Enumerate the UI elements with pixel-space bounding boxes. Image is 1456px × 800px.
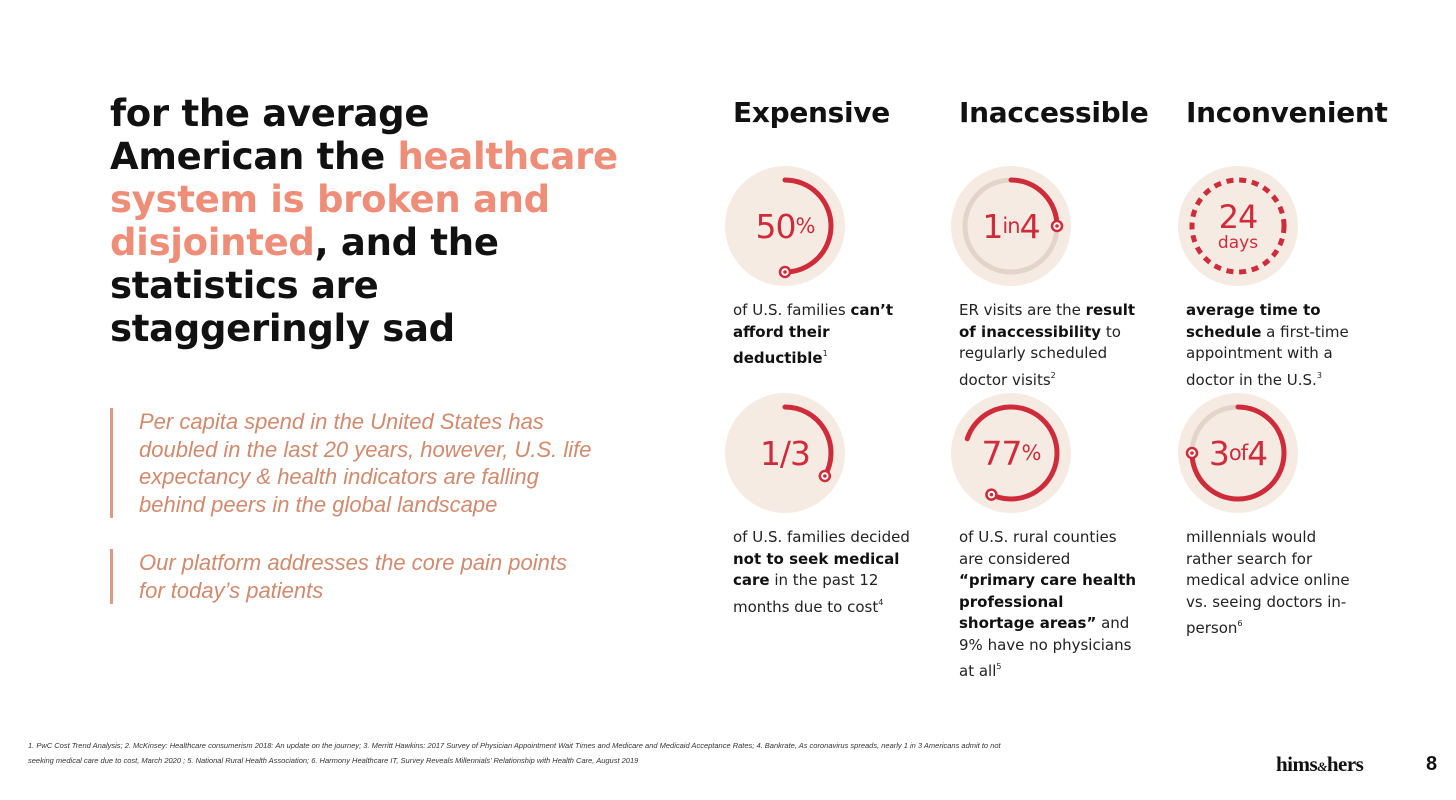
gauge-24-days: 24 days <box>1177 165 1299 287</box>
stat-3-of-4-description: millennials would rather search for medi… <box>1186 528 1350 637</box>
s2-progress-arc <box>1008 177 1060 229</box>
gauge-1-in-4-ring <box>951 166 1071 286</box>
headline-accent: healthcare system is broken and disjoint… <box>110 135 618 264</box>
gauge-1-in-4: 1 in 4 <box>950 165 1072 287</box>
brand-logo: hims&hers <box>1276 752 1364 776</box>
headline: for the average American the healthcare … <box>110 92 630 350</box>
column-header-expensive: Expensive <box>733 96 890 129</box>
s3-background-disc <box>1178 166 1298 286</box>
page-number: 8 <box>1426 753 1438 775</box>
gauge-50-percent: 50% <box>724 165 846 287</box>
s1-background-disc <box>725 166 845 286</box>
s1-progress-arc <box>782 177 834 275</box>
stat-24-days-description: average time to schedule a first-time ap… <box>1186 301 1349 389</box>
s5-background-disc <box>951 393 1071 513</box>
stat-50-description: of U.S. families can’t afford their dedu… <box>733 301 893 367</box>
column-header-inaccessible: Inaccessible <box>959 96 1149 129</box>
column-header-inconvenient: Inconvenient <box>1186 96 1388 129</box>
stat-50-percent: 50% <box>755 206 816 246</box>
stat-3-of-4: 3 of 4 <box>1208 433 1268 473</box>
gauge-77-ring <box>951 393 1071 513</box>
headline-part2: , and the statistics are staggeringly sa… <box>110 221 499 350</box>
s6-arc-endpoint-dot <box>1190 451 1194 455</box>
s5-progress-arc <box>964 404 1060 502</box>
s5-arc-endpoint-dot <box>989 492 994 497</box>
gauge-3-of-4: 3 of 4 <box>1177 392 1299 514</box>
stat-1-in-4-description: ER visits are the result of inaccessibil… <box>959 301 1136 389</box>
stat-1-in-4: 1 in 4 <box>982 206 1040 246</box>
s4-arc-endpoint-dot <box>823 474 827 478</box>
stat-one-third-description: of U.S. families decided not to seek med… <box>733 528 910 616</box>
stat-24-days: 24 days <box>1217 197 1259 253</box>
stat-77-description: of U.S. rural counties are considered “p… <box>959 528 1137 680</box>
gauge-50-ring <box>725 166 845 286</box>
headline-part1: for the average American the <box>110 92 430 178</box>
quote-platform: Our platform addresses the core pain poi… <box>110 549 569 604</box>
quote-per-capita: Per capita spend in the United States ha… <box>110 408 599 518</box>
footnote-sources: 1. PwC Cost Trend Analysis; 2. McKinsey:… <box>28 741 1001 765</box>
gauge-one-third: 1/3 <box>724 392 846 514</box>
gauge-3-of-4-ring <box>1178 393 1298 513</box>
s6-progress-arc <box>1189 404 1287 502</box>
stat-one-third: 1/3 <box>759 433 811 473</box>
s1-arc-endpoint-dot <box>783 270 787 274</box>
s3-dashed-ring <box>1189 177 1287 275</box>
s2-arc-endpoint-dot <box>1055 224 1059 228</box>
s2-background-disc <box>951 166 1071 286</box>
stat-77-percent: 77% <box>981 433 1042 473</box>
gauge-77-percent: 77% <box>950 392 1072 514</box>
gauge-one-third-ring <box>725 393 845 513</box>
s4-progress-arc <box>782 404 834 479</box>
gauge-24-days-ring <box>1178 166 1298 286</box>
s4-background-disc <box>725 393 845 513</box>
s6-background-disc <box>1178 393 1298 513</box>
